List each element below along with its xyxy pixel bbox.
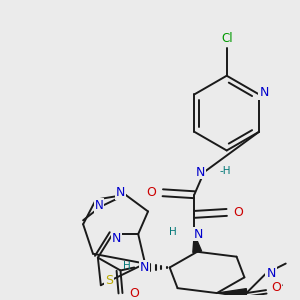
Text: O: O — [129, 286, 139, 300]
Text: N: N — [116, 186, 125, 199]
Polygon shape — [193, 234, 202, 253]
Text: N: N — [194, 228, 203, 241]
Polygon shape — [217, 289, 246, 298]
Text: N: N — [140, 261, 149, 274]
Text: O: O — [146, 186, 156, 199]
Text: S: S — [105, 274, 113, 287]
Text: O: O — [234, 206, 243, 219]
Text: H: H — [122, 260, 130, 271]
Text: N: N — [94, 199, 103, 212]
Text: Cl: Cl — [221, 32, 232, 45]
Text: -H: -H — [220, 166, 231, 176]
Text: N: N — [196, 166, 205, 178]
Text: H: H — [169, 227, 176, 237]
Text: O: O — [271, 281, 281, 294]
Text: N: N — [266, 267, 276, 280]
Text: N: N — [112, 232, 121, 245]
Text: N: N — [259, 86, 269, 99]
